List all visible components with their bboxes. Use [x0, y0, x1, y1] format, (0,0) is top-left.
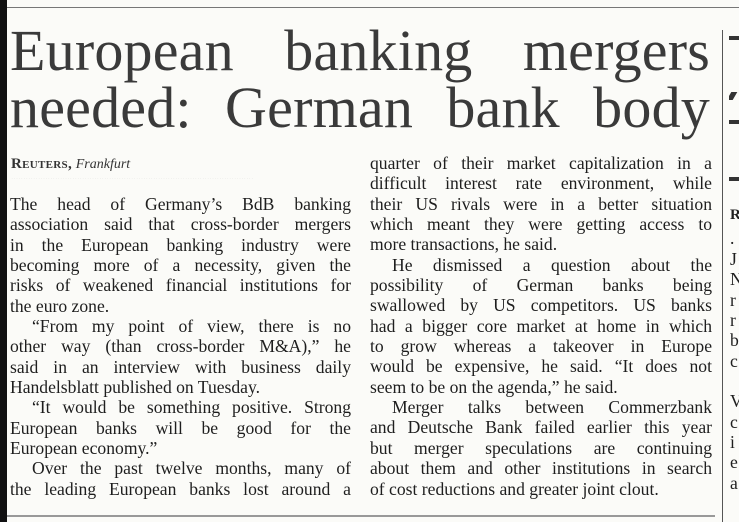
byline-source: Reuters, — [11, 156, 72, 172]
text-line: about them and other institutions in sea… — [370, 458, 712, 479]
text-line: association said that cross-border merge… — [10, 214, 351, 235]
headline-fragment-stroke — [729, 92, 738, 100]
text-line: the euro zone. — [10, 295, 110, 316]
text-line: which meant they were getting access to — [370, 214, 712, 235]
text-line: “It would be something positive. Strong — [32, 397, 351, 418]
fragment-letter: a — [730, 473, 738, 493]
headline: European banking mergers needed: German … — [10, 18, 710, 140]
text-line: and Deutsche Bank failed earlier this ye… — [370, 417, 712, 438]
top-rule — [7, 7, 739, 8]
text-line: Handelsblatt published on Tuesday. — [10, 377, 261, 398]
headline-line: needed: German bank body — [10, 75, 710, 140]
text-line: swallowed by US competitors. US banks — [370, 295, 712, 316]
text-line: seem to be on the agenda,” he said. — [370, 376, 618, 397]
text-line: The head of Germany’s BdB banking — [10, 194, 351, 214]
headline-fragment-stroke — [729, 177, 739, 181]
adjacent-article-fragment: R . J N r r b c V c i e a — [729, 0, 739, 522]
left-column: The head of Germany’s BdB banking associ… — [10, 194, 351, 499]
text-line: “From my point of view, there is no — [32, 316, 351, 337]
text-line: but merger speculations are continuing — [370, 437, 712, 458]
fragment-letter: N — [730, 269, 739, 289]
text-line: becoming more of a necessity, given the — [10, 255, 351, 276]
text-line: difficult interest rate environment, whi… — [370, 173, 712, 194]
byline: Reuters, Frankfurt — [11, 156, 130, 173]
text-line: would be expensive, he said. “It does no… — [370, 356, 712, 377]
text-line: their US rivals were in a better situati… — [370, 193, 712, 214]
right-column: quarter of their market capitalization i… — [370, 153, 712, 499]
text-line: Over the past twelve months, many of — [32, 458, 351, 479]
fragment-letter: e — [730, 452, 738, 472]
headline-line: European banking mergers — [10, 18, 710, 83]
fragment-letter: i — [730, 432, 735, 452]
fragment-letter: V — [730, 391, 739, 411]
text-line: of cost reductions and greater joint clo… — [370, 478, 659, 499]
text-line: had a bigger core market at home in whic… — [370, 315, 712, 336]
fragment-letter: R — [730, 207, 739, 223]
text-line: the leading European banks lost around a — [10, 478, 351, 499]
page-edge — [0, 0, 7, 522]
text-line: European economy.” — [10, 438, 158, 459]
text-line: possibility of German banks being — [370, 275, 712, 296]
text-line: more transactions, he said. — [370, 234, 558, 255]
fragment-letter: c — [730, 351, 738, 371]
text-line: He dismissed a question about the — [392, 254, 712, 275]
fragment-letter: r — [730, 310, 736, 330]
fragment-letter: J — [730, 249, 737, 269]
text-line: in the European banking industry were — [10, 234, 351, 255]
byline-location: Frankfurt — [75, 157, 131, 172]
text-line: European banks will be good for the — [10, 417, 351, 438]
fragment-letter: r — [730, 290, 736, 310]
column-divider — [722, 30, 723, 522]
text-line: risks of weakened financial institutions… — [10, 275, 351, 296]
text-line: other way (than cross-border M&A),” he — [10, 336, 351, 357]
text-line: quarter of their market capitalization i… — [370, 153, 712, 173]
headline-fragment-stroke — [729, 36, 739, 40]
fragment-letter: b — [730, 330, 739, 350]
text-line: said in an interview with business daily — [10, 356, 351, 377]
text-line: to grow whereas a takeover in Europe — [370, 336, 712, 357]
fragment-letter: c — [730, 412, 738, 432]
text-line: Merger talks between Commerzbank — [392, 397, 712, 418]
headline-fragment-stroke — [729, 120, 739, 124]
bottom-rule — [7, 515, 715, 517]
fragment-letter: . — [730, 228, 735, 248]
dotted-rule: ........................................… — [11, 176, 347, 179]
